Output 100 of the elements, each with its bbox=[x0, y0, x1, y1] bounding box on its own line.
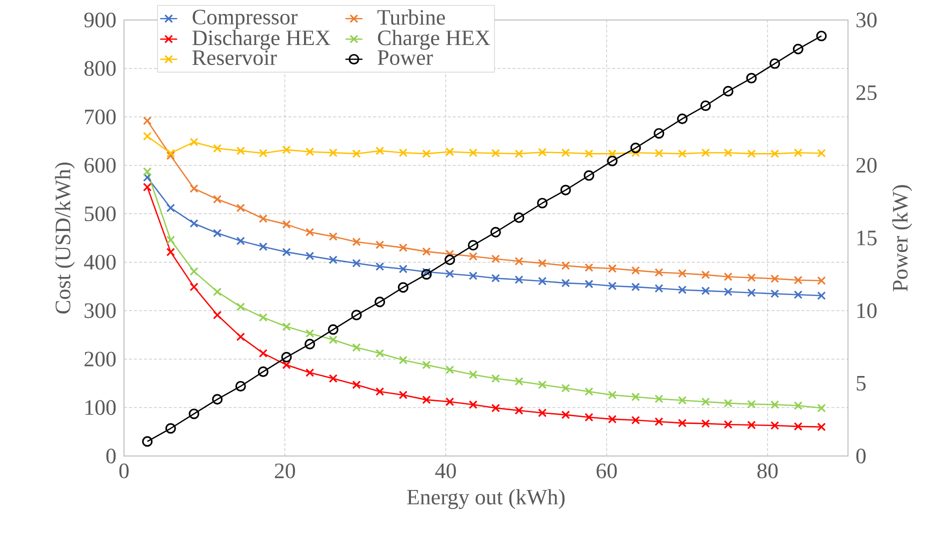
point bbox=[608, 414, 617, 424]
point bbox=[608, 264, 617, 273]
point bbox=[654, 128, 664, 139]
point bbox=[143, 182, 152, 192]
y-tick-label: 300 bbox=[84, 303, 116, 318]
point bbox=[538, 408, 547, 418]
point bbox=[328, 148, 338, 158]
point bbox=[236, 204, 245, 212]
point bbox=[236, 146, 245, 156]
point bbox=[654, 394, 664, 404]
point bbox=[258, 242, 268, 252]
point bbox=[678, 286, 687, 294]
y-tick-label: 0 bbox=[106, 448, 116, 464]
point bbox=[352, 343, 361, 352]
legend-label: Compressor bbox=[192, 10, 298, 29]
point bbox=[304, 338, 316, 350]
point bbox=[678, 149, 687, 158]
point bbox=[398, 356, 408, 364]
point bbox=[584, 412, 594, 422]
point bbox=[514, 256, 524, 266]
point bbox=[490, 226, 501, 238]
point bbox=[375, 262, 384, 271]
point bbox=[770, 289, 780, 298]
point bbox=[561, 148, 570, 158]
point bbox=[654, 268, 664, 277]
point bbox=[190, 138, 198, 146]
point bbox=[817, 291, 826, 300]
point bbox=[281, 352, 292, 362]
point bbox=[631, 266, 640, 275]
point bbox=[817, 422, 826, 432]
point bbox=[608, 149, 617, 158]
point bbox=[654, 417, 664, 426]
y-tick-label: 100 bbox=[86, 400, 116, 415]
point bbox=[537, 198, 548, 208]
point bbox=[398, 282, 408, 293]
point bbox=[538, 380, 547, 390]
point bbox=[468, 370, 478, 379]
point bbox=[817, 148, 826, 158]
point bbox=[747, 420, 756, 430]
point bbox=[724, 287, 732, 296]
point bbox=[747, 400, 756, 408]
point bbox=[491, 274, 500, 283]
point bbox=[654, 284, 664, 293]
point bbox=[212, 144, 222, 153]
point bbox=[514, 212, 524, 223]
point bbox=[514, 149, 524, 158]
point bbox=[236, 302, 245, 312]
point bbox=[328, 374, 338, 383]
point bbox=[794, 148, 802, 158]
point bbox=[306, 228, 314, 237]
point bbox=[422, 268, 431, 276]
point bbox=[607, 156, 618, 166]
point bbox=[375, 387, 384, 396]
point bbox=[538, 276, 547, 286]
x-tick-label: 0 bbox=[119, 464, 129, 478]
point bbox=[445, 270, 454, 278]
point bbox=[700, 100, 711, 112]
y2-tick-label: 5 bbox=[856, 376, 866, 391]
point bbox=[235, 380, 246, 392]
y2-tick-label: 0 bbox=[856, 448, 866, 464]
point bbox=[770, 149, 780, 158]
point bbox=[514, 377, 524, 386]
point bbox=[398, 390, 408, 400]
point bbox=[631, 416, 640, 424]
point bbox=[306, 147, 314, 156]
y2-tick-label: 10 bbox=[857, 303, 877, 318]
point bbox=[608, 390, 617, 400]
point bbox=[328, 255, 338, 264]
y-tick-label: 500 bbox=[84, 206, 116, 222]
point bbox=[188, 408, 200, 420]
point bbox=[374, 296, 386, 308]
point bbox=[722, 86, 734, 96]
point bbox=[142, 436, 153, 447]
point bbox=[352, 149, 361, 158]
point bbox=[747, 149, 756, 158]
point bbox=[468, 400, 478, 409]
legend-label: Reservoir bbox=[192, 50, 277, 66]
point bbox=[794, 290, 802, 300]
point bbox=[584, 149, 594, 158]
point bbox=[468, 240, 478, 251]
point bbox=[166, 236, 175, 244]
point bbox=[166, 248, 175, 256]
point bbox=[631, 392, 640, 402]
point bbox=[282, 146, 291, 154]
point bbox=[258, 148, 268, 158]
y-axis-title: Cost (USD/kWh) bbox=[54, 162, 75, 314]
point bbox=[166, 148, 175, 158]
point bbox=[328, 335, 338, 344]
point bbox=[143, 173, 152, 182]
point bbox=[258, 214, 268, 223]
point bbox=[375, 240, 384, 250]
point bbox=[445, 250, 454, 258]
x-tick-label: 20 bbox=[274, 464, 296, 478]
legend-label: Power bbox=[378, 50, 433, 65]
legend-label: Discharge HEX bbox=[192, 30, 330, 50]
point bbox=[746, 72, 757, 84]
point bbox=[608, 282, 617, 290]
point bbox=[631, 148, 640, 158]
point bbox=[445, 147, 454, 156]
y-tick-label: 800 bbox=[84, 61, 116, 76]
